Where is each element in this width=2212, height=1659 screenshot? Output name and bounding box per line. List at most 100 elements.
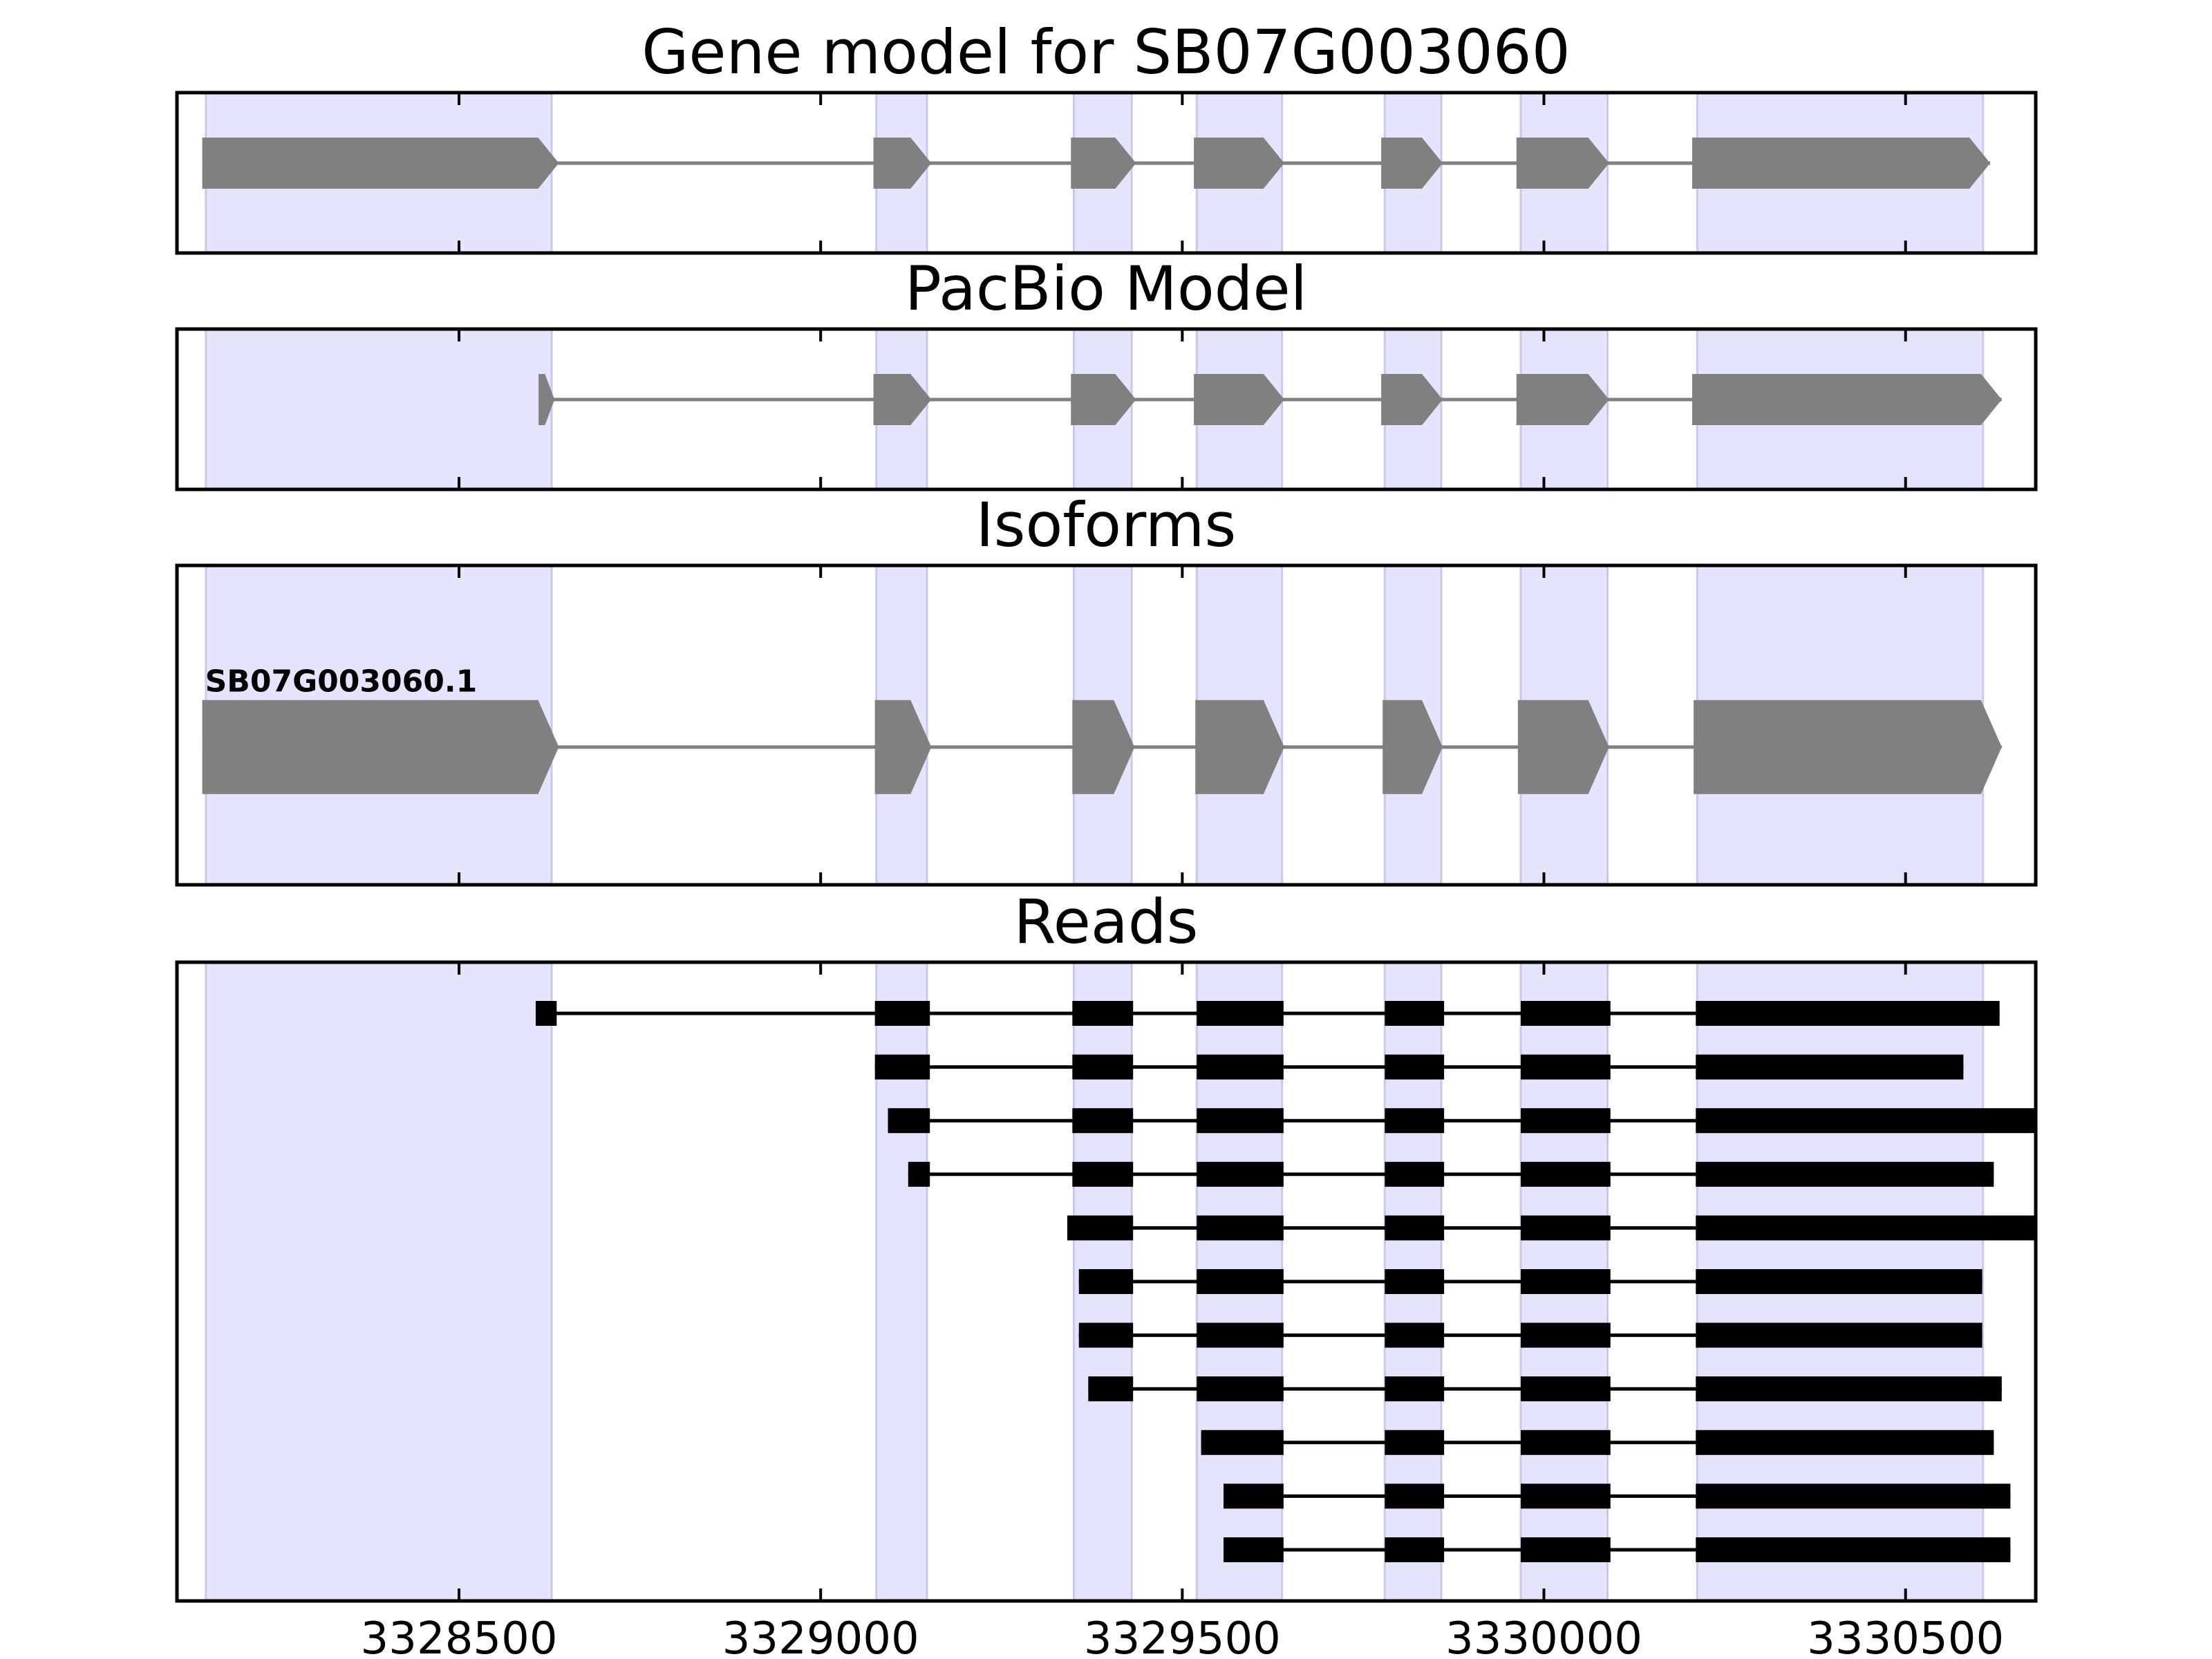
- read-3-exon-0: [908, 1161, 930, 1187]
- exon-arrow-0-0-5: [1516, 138, 1609, 189]
- exon-arrow-1-0-0: [538, 374, 555, 425]
- read-6-exon-2: [1385, 1322, 1445, 1348]
- read-5-exon-1: [1197, 1269, 1284, 1294]
- exon-arrow-1-0-5: [1516, 374, 1609, 425]
- x-tick-label: 3328500: [361, 1613, 558, 1659]
- pacbio-model-panel: PacBio Model: [175, 253, 2038, 491]
- read-8-exon-2: [1521, 1430, 1611, 1455]
- read-9-exon-1: [1385, 1483, 1445, 1509]
- read-7-exon-3: [1521, 1376, 1611, 1402]
- read-2-exon-4: [1521, 1108, 1611, 1134]
- read-5-exon-4: [1696, 1269, 1983, 1294]
- x-tick-label: 3330500: [1807, 1613, 2004, 1659]
- read-1-exon-5: [1696, 1054, 1964, 1080]
- exon-arrow-1-0-2: [1071, 374, 1136, 425]
- read-10-exon-2: [1521, 1537, 1611, 1562]
- read-0-exon-3: [1197, 1001, 1284, 1026]
- read-5-exon-2: [1385, 1269, 1445, 1294]
- exon-region-band-0: [205, 329, 553, 489]
- x-tick-label: 3330000: [1445, 1613, 1642, 1659]
- panel-frame: [175, 91, 2038, 255]
- read-2-exon-1: [1072, 1108, 1134, 1134]
- exon-arrow-2-0-1: [874, 700, 932, 794]
- read-3-exon-3: [1385, 1161, 1445, 1187]
- isoforms-title: Isoforms: [976, 489, 1237, 561]
- exon-arrow-1-0-1: [873, 374, 932, 425]
- panel-frame: [175, 960, 2038, 1603]
- read-4-exon-1: [1197, 1215, 1284, 1241]
- exon-region-band-0: [205, 962, 553, 1601]
- reads-title: Reads: [1014, 886, 1199, 957]
- read-1-exon-0: [874, 1054, 930, 1080]
- exon-arrow-0-0-3: [1194, 138, 1284, 189]
- gene-model-title: Gene model for SB07G003060: [641, 17, 1571, 88]
- read-3-exon-4: [1521, 1161, 1611, 1187]
- read-4-exon-0: [1067, 1215, 1134, 1241]
- panel-frame: [175, 327, 2038, 491]
- read-4-exon-2: [1385, 1215, 1445, 1241]
- read-10-exon-3: [1696, 1537, 2011, 1562]
- panel-content: [205, 962, 2036, 1601]
- exon-arrow-0-0-0: [202, 138, 559, 189]
- gene-model-panel: Gene model for SB07G003060: [175, 17, 2038, 255]
- x-tick-label: 3329500: [1084, 1613, 1281, 1659]
- read-0-exon-4: [1385, 1001, 1445, 1026]
- read-8-exon-0: [1201, 1430, 1284, 1455]
- exon-arrow-1-0-3: [1194, 374, 1284, 425]
- read-7-exon-1: [1197, 1376, 1284, 1402]
- panel-content: [202, 565, 2002, 885]
- read-4-exon-4: [1696, 1215, 2036, 1241]
- read-1-exon-3: [1385, 1054, 1445, 1080]
- read-0-exon-6: [1696, 1001, 2000, 1026]
- exon-arrow-2-0-3: [1195, 700, 1284, 794]
- pacbio-model-title: PacBio Model: [905, 253, 1307, 324]
- read-5-exon-3: [1521, 1269, 1611, 1294]
- exon-arrow-2-0-0: [202, 700, 559, 794]
- read-0-exon-5: [1521, 1001, 1611, 1026]
- read-9-exon-0: [1224, 1483, 1284, 1509]
- exon-arrow-0-0-4: [1381, 138, 1443, 189]
- exon-arrow-2-0-2: [1072, 700, 1135, 794]
- read-0-exon-1: [874, 1001, 930, 1026]
- read-7-exon-4: [1696, 1376, 2002, 1402]
- read-0-exon-0: [535, 1001, 557, 1026]
- read-2-exon-5: [1696, 1108, 2036, 1134]
- read-1-exon-1: [1072, 1054, 1134, 1080]
- read-6-exon-4: [1696, 1322, 1983, 1348]
- read-2-exon-0: [888, 1108, 930, 1134]
- read-8-exon-1: [1385, 1430, 1445, 1455]
- read-10-exon-1: [1385, 1537, 1445, 1562]
- read-0-exon-2: [1072, 1001, 1134, 1026]
- read-5-exon-0: [1078, 1269, 1134, 1294]
- panel-content: [205, 329, 2002, 489]
- exon-arrow-0-0-2: [1071, 138, 1136, 189]
- exon-arrow-2-0-4: [1382, 700, 1443, 794]
- read-9-exon-3: [1696, 1483, 2011, 1509]
- exon-arrow-1-0-6: [1692, 374, 2002, 425]
- read-4-exon-3: [1521, 1215, 1611, 1241]
- read-6-exon-3: [1521, 1322, 1611, 1348]
- x-axis: 3328500 3329000 3329500 3330000 3330500: [361, 1613, 2005, 1659]
- panel-frame: [175, 563, 2038, 887]
- panel-content: [202, 93, 1991, 253]
- read-1-exon-4: [1521, 1054, 1611, 1080]
- read-3-exon-2: [1197, 1161, 1284, 1187]
- reads-panel: Reads: [175, 886, 2038, 1603]
- exon-arrow-0-0-6: [1692, 138, 1991, 189]
- exon-arrow-2-0-6: [1694, 700, 2002, 794]
- x-tick-label: 3329000: [722, 1613, 919, 1659]
- read-10-exon-0: [1224, 1537, 1284, 1562]
- read-2-exon-3: [1385, 1108, 1445, 1134]
- read-7-exon-0: [1088, 1376, 1134, 1402]
- read-3-exon-5: [1696, 1161, 1994, 1187]
- read-7-exon-2: [1385, 1376, 1445, 1402]
- read-6-exon-0: [1078, 1322, 1134, 1348]
- isoforms-panel: Isoforms SB07G003060.1: [175, 489, 2038, 887]
- exon-arrow-1-0-4: [1381, 374, 1443, 425]
- exon-arrow-2-0-5: [1517, 700, 1609, 794]
- read-2-exon-2: [1197, 1108, 1284, 1134]
- exon-arrow-0-0-1: [873, 138, 932, 189]
- read-1-exon-2: [1197, 1054, 1284, 1080]
- read-8-exon-3: [1696, 1430, 1994, 1455]
